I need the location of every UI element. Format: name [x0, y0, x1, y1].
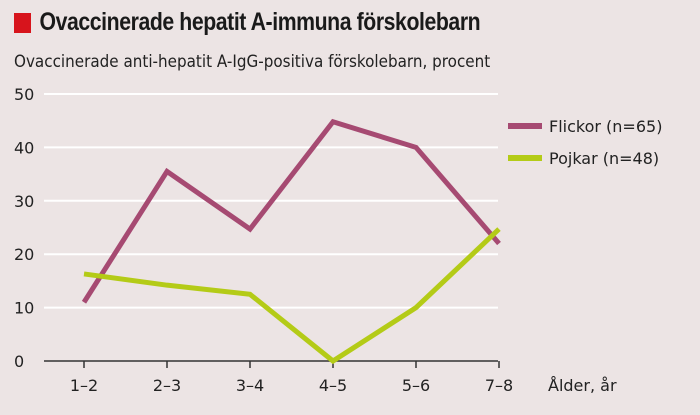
chart-title: Ovaccinerade hepatit A-immuna förskoleba… [14, 8, 481, 37]
y-tick-label: 0 [14, 352, 24, 371]
x-tick-label: 5–6 [402, 376, 430, 395]
y-tick-label: 30 [14, 192, 34, 211]
x-tick-label: 2–3 [153, 376, 181, 395]
series-line-flickor [81, 118, 501, 304]
series-line-pojkar [83, 227, 501, 365]
x-tick-label: 7–8 [485, 376, 513, 395]
x-tick-label: 1–2 [70, 376, 98, 395]
legend-label: Pojkar (n=48) [549, 149, 659, 168]
y-tick-label: 40 [14, 138, 34, 157]
chart-title-text: Ovaccinerade hepatit A-immuna förskoleba… [39, 8, 481, 36]
y-tick-label: 20 [14, 245, 34, 264]
x-tick-label: 4–5 [319, 376, 347, 395]
x-tick-label: 3–4 [236, 376, 264, 395]
title-marker-icon [14, 12, 31, 33]
legend-label: Flickor (n=65) [549, 117, 662, 136]
y-tick-label: 50 [14, 85, 34, 104]
y-tick-label: 10 [14, 299, 34, 318]
x-axis-label: Ålder, år [548, 376, 617, 395]
chart-subtitle: Ovaccinerade anti-hepatit A-IgG-positiva… [14, 52, 491, 71]
